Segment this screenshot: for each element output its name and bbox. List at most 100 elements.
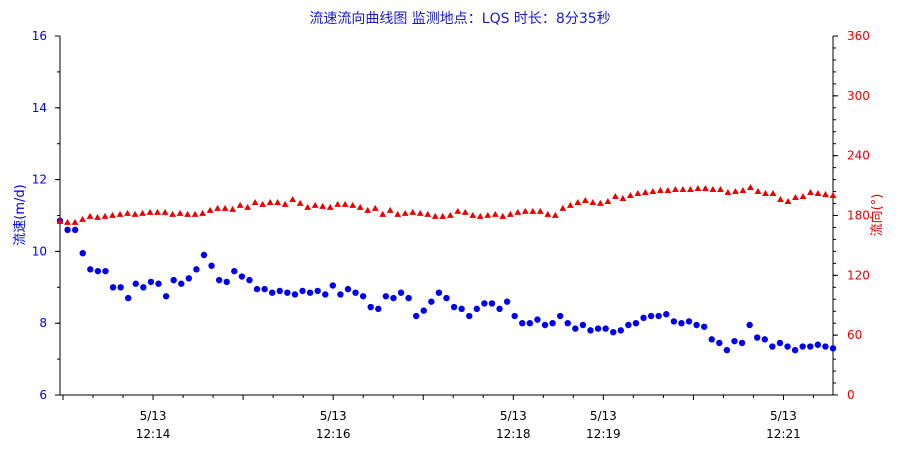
- speed-point: [761, 336, 768, 343]
- direction-point: [296, 199, 304, 206]
- direction-point: [334, 200, 342, 207]
- speed-point: [125, 294, 132, 302]
- speed-point: [678, 320, 685, 327]
- direction-point: [506, 210, 514, 217]
- speed-point: [215, 276, 223, 284]
- direction-point: [304, 203, 312, 210]
- direction-point: [289, 195, 297, 202]
- direction-point: [424, 210, 432, 217]
- direction-point: [94, 213, 101, 220]
- speed-point: [428, 298, 435, 305]
- direction-point: [364, 206, 372, 213]
- speed-point: [344, 285, 352, 293]
- direction-point: [386, 206, 394, 213]
- speed-point: [337, 291, 344, 298]
- direction-point: [544, 210, 552, 217]
- speed-point: [655, 312, 662, 320]
- speed-point: [208, 262, 215, 269]
- speed-point: [390, 294, 397, 302]
- left-tick-label: 8: [39, 316, 47, 330]
- x-tick-time: 12:18: [496, 427, 531, 441]
- x-tick-date: 5/13: [500, 409, 527, 423]
- speed-point: [193, 266, 200, 273]
- left-tick-label: 10: [32, 244, 47, 258]
- speed-point: [632, 320, 640, 327]
- speed-point: [102, 267, 109, 275]
- speed-point: [140, 284, 147, 291]
- x-tick-date: 5/13: [320, 409, 347, 423]
- direction-point: [229, 205, 237, 212]
- speed-point: [685, 318, 693, 325]
- speed-point: [314, 287, 321, 295]
- direction-point: [86, 212, 94, 219]
- direction-point: [259, 200, 267, 207]
- speed-point: [814, 341, 822, 348]
- speed-point: [162, 293, 170, 300]
- right-tick-label: 360: [847, 29, 870, 43]
- direction-point: [484, 211, 492, 218]
- speed-point: [519, 320, 526, 327]
- speed-point: [185, 275, 193, 282]
- x-tick-date: 5/13: [590, 409, 617, 423]
- speed-point: [246, 276, 253, 284]
- speed-point: [746, 321, 753, 329]
- direction-point: [469, 211, 477, 218]
- direction-point: [184, 210, 191, 217]
- x-tick-time: 12:14: [136, 427, 171, 441]
- direction-point: [574, 198, 582, 205]
- right-tick-label: 120: [847, 268, 870, 282]
- speed-point: [807, 343, 814, 350]
- speed-point: [322, 291, 329, 298]
- direction-point: [409, 208, 417, 215]
- speed-point: [458, 305, 465, 313]
- direction-point: [191, 210, 199, 217]
- right-tick-label: 180: [847, 209, 870, 223]
- direction-point: [431, 212, 439, 219]
- speed-point: [526, 320, 534, 327]
- speed-point: [723, 346, 731, 354]
- speed-point: [170, 276, 177, 284]
- speed-point: [261, 285, 268, 293]
- direction-point: [521, 207, 529, 214]
- speed-point: [572, 325, 579, 332]
- direction-point: [169, 210, 176, 217]
- speed-point: [791, 346, 799, 354]
- direction-point: [702, 184, 709, 191]
- speed-point: [435, 289, 443, 296]
- direction-point: [124, 209, 131, 216]
- series-direction: [56, 183, 837, 225]
- speed-point: [64, 226, 71, 234]
- direction-point: [747, 183, 754, 190]
- direction-point: [146, 208, 154, 215]
- speed-point: [769, 343, 776, 350]
- speed-point: [670, 318, 678, 325]
- direction-point: [604, 197, 612, 204]
- direction-point: [109, 211, 116, 218]
- right-axis-label: 流向(°): [869, 194, 885, 237]
- direction-point: [626, 191, 634, 198]
- speed-point: [587, 327, 594, 334]
- speed-point: [367, 303, 374, 311]
- direction-point: [822, 190, 829, 197]
- direction-point: [694, 184, 702, 191]
- speed-point: [754, 334, 761, 341]
- speed-point: [579, 321, 587, 329]
- direction-point: [611, 192, 619, 199]
- speed-point: [352, 289, 359, 296]
- speed-point: [594, 325, 602, 332]
- direction-point: [356, 203, 364, 210]
- right-tick-label: 60: [847, 328, 862, 342]
- speed-point: [94, 267, 102, 275]
- speed-point: [450, 303, 458, 311]
- speed-point: [784, 343, 791, 350]
- direction-point: [199, 209, 206, 216]
- speed-point: [617, 327, 624, 334]
- direction-point: [139, 209, 146, 216]
- direction-point: [394, 210, 402, 217]
- speed-point: [329, 282, 337, 289]
- left-axis-label: 流速(m/d): [13, 184, 28, 245]
- speed-point: [375, 305, 382, 313]
- direction-point: [371, 204, 379, 211]
- speed-point: [382, 293, 390, 300]
